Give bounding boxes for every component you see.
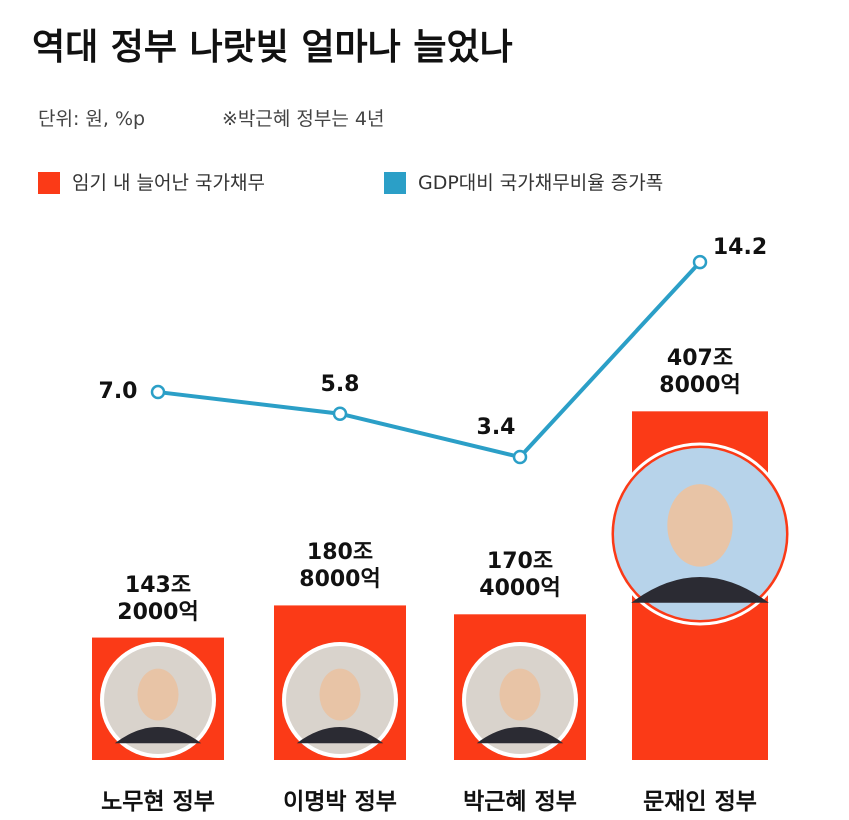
line-point: [150, 384, 166, 400]
portrait-face: [667, 484, 733, 567]
legend-label: 임기 내 늘어난 국가채무: [72, 172, 265, 194]
bar-value-label: 407조 8000억: [659, 346, 741, 399]
note: ※박근혜 정부는 4년: [222, 108, 385, 130]
subtitle: 단위: 원, %p: [38, 108, 146, 130]
line-value-label: 7.0: [98, 379, 138, 405]
chart-title: 역대 정부 나랏빚 얼마나 늘었나: [32, 27, 513, 68]
x-tick-label: 이명박 정부: [283, 789, 397, 815]
line-value-label: 3.4: [476, 415, 516, 441]
portrait-body: [114, 727, 202, 744]
line: [157, 260, 702, 460]
portrait-face: [319, 668, 361, 721]
portrait-body: [631, 577, 769, 603]
line-point: [332, 406, 348, 421]
x-tick-label: 노무현 정부: [101, 789, 215, 815]
x-tick-label: 문재인 정부: [643, 789, 757, 815]
portrait-face: [499, 668, 541, 721]
x-tick-label: 박근혜 정부: [463, 789, 577, 815]
line-point: [692, 254, 708, 270]
legend-label: GDP대비 국가채무비율 증가폭: [418, 172, 664, 194]
portrait-face: [137, 668, 179, 721]
line-value-label: 5.8: [320, 371, 360, 397]
portrait-body: [476, 727, 564, 744]
bar-value-label: 170조 4000억: [479, 549, 561, 602]
line-point: [512, 449, 528, 465]
bar-value-label: 180조 8000억: [299, 540, 381, 593]
portrait-body: [296, 727, 384, 744]
legend-swatch: [38, 172, 60, 194]
legend-swatch: [384, 172, 406, 194]
line-value-label: 14.2: [712, 235, 768, 261]
bar-value-label: 143조 2000억: [117, 572, 199, 625]
